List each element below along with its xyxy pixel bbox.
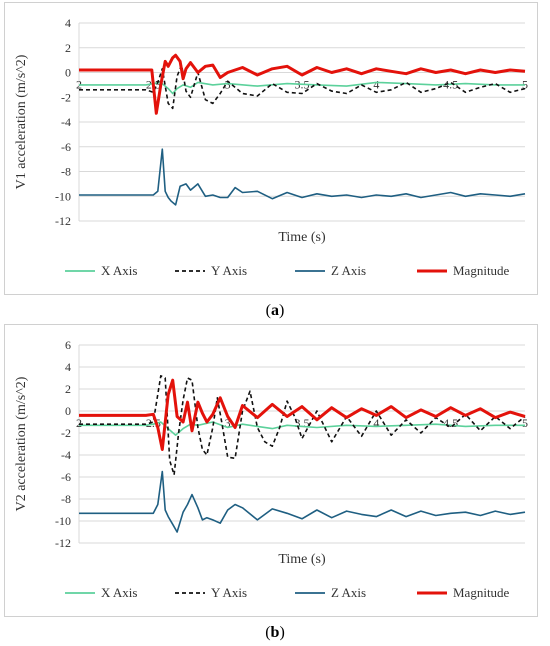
x-tick-label: 3.5	[295, 416, 310, 430]
series-line-x-axis	[79, 81, 525, 95]
caption-a: (a)	[265, 302, 285, 319]
y-tick-label: -8	[61, 492, 71, 506]
series-line-y-axis	[79, 64, 526, 110]
x-tick-label: 3	[225, 416, 231, 430]
caption-a-label: a	[271, 302, 279, 319]
x-tick-label: 2	[76, 416, 82, 430]
y-tick-label: -12	[55, 536, 71, 550]
y-tick-label: -10	[55, 189, 71, 203]
series-line-z-axis	[79, 470, 526, 533]
x-tick-label: 4	[373, 78, 379, 92]
x-tick-label: 4	[373, 416, 379, 430]
chart-a-svg: 420-2-4-6-8-10-122 2.5 3 3.5 4 4.5 5V1 acceler…	[14, 16, 528, 278]
y-axis-title: V2 acceleration (m/s^2)	[14, 376, 29, 511]
y-tick-label: -6	[61, 140, 71, 154]
y-tick-label: 4	[65, 16, 71, 30]
y-tick-label: 2	[65, 41, 71, 55]
x-tick-label: 3	[225, 78, 231, 92]
chart-panel-a: 4 2 0 -2 -4 -6 -8 -10 -12 2 2.5 3 3.5 4 4.5 5 V1 acceler…	[4, 2, 538, 295]
caption-b: (b)	[265, 624, 285, 641]
legend-label-x-axis: X Axis	[101, 263, 137, 278]
y-tick-label: 4	[65, 360, 71, 374]
legend-label-magnitude: Magnitude	[453, 263, 510, 278]
chart-panel-b: 6 4 2 0 -2 -4 -6 -8 -10 -12 2 2.5 3 3.5 4 4.5 5 V2 accele…	[4, 324, 538, 617]
y-tick-label: -2	[61, 90, 71, 104]
y-tick-label: -12	[55, 214, 71, 228]
series-line-magnitude	[79, 378, 526, 451]
y-tick-label: -4	[61, 448, 71, 462]
x-axis-title: Time (s)	[278, 552, 326, 567]
y-tick-label: 6	[65, 338, 71, 352]
x-axis-title: Time (s)	[278, 230, 326, 245]
y-tick-label: 0	[65, 404, 71, 418]
legend-label-x-axis: X Axis	[101, 585, 137, 600]
y-tick-label: -8	[61, 165, 71, 179]
x-tick-label: 4.5	[443, 416, 458, 430]
series-line-magnitude	[79, 53, 526, 115]
y-tick-label: 0	[65, 66, 71, 80]
y-tick-label: -6	[61, 470, 71, 484]
legend-label-z-axis: Z Axis	[331, 585, 366, 600]
series-line-z-axis	[79, 148, 526, 206]
series-line-y-axis	[79, 374, 526, 476]
y-tick-label: -2	[61, 426, 71, 440]
legend-label-y-axis: Y Axis	[211, 263, 247, 278]
y-tick-label: 2	[65, 382, 71, 396]
y-tick-label: -10	[55, 514, 71, 528]
y-tick-label: -4	[61, 115, 71, 129]
legend-label-y-axis: Y Axis	[211, 585, 247, 600]
legend-label-z-axis: Z Axis	[331, 263, 366, 278]
x-tick-label: 5	[522, 416, 528, 430]
caption-b-label: b	[270, 624, 280, 641]
legend-label-magnitude: Magnitude	[453, 585, 510, 600]
y-axis-title: V1 acceleration (m/s^2)	[14, 54, 29, 189]
